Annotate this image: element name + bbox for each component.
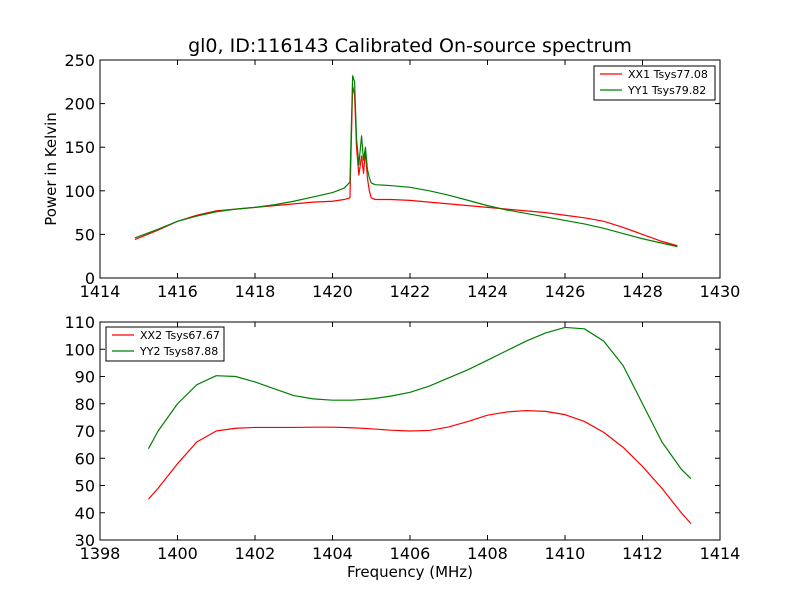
bottom-y-tick-label: 80 — [75, 395, 95, 414]
top-y-tick-label: 150 — [64, 138, 95, 157]
top-y-tick-label: 0 — [85, 269, 95, 288]
bottom-series-line-green — [147, 326, 692, 480]
bottom-y-tick-label: 30 — [75, 531, 95, 550]
bottom-y-tick-label: 110 — [64, 313, 95, 332]
bottom-plot-frame — [99, 321, 721, 541]
top-legend-label-xx1: XX1 Tsys77.08 — [628, 68, 708, 81]
bottom-x-tick-label: 1414 — [700, 544, 741, 563]
top-series-group — [134, 75, 678, 248]
top-x-tick-label: 1426 — [545, 282, 586, 301]
bottom-y-tick-label: 50 — [75, 477, 95, 496]
top-chart-title: gl0, ID:116143 Calibrated On-source spec… — [188, 35, 632, 57]
bottom-x-tick-label: 1410 — [545, 544, 586, 563]
bottom-x-tick-label: 1408 — [467, 544, 508, 563]
top-x-tick-label: 1422 — [390, 282, 431, 301]
top-y-tick-label: 50 — [75, 225, 95, 244]
bottom-x-tick-label: 1412 — [622, 544, 663, 563]
bottom-x-tick-label: 1398 — [80, 544, 121, 563]
bottom-x-tick-label: 1402 — [235, 544, 276, 563]
bottom-y-tick-label: 60 — [75, 449, 95, 468]
bottom-legend-label-xx2: XX2 Tsys67.67 — [140, 329, 220, 342]
top-plot-frame — [99, 59, 721, 279]
top-x-tick-label: 1430 — [700, 282, 741, 301]
top-x-tick-label: 1420 — [312, 282, 353, 301]
bottom-x-tick-label: 1404 — [312, 544, 353, 563]
bottom-y-tick-label: 90 — [75, 368, 95, 387]
top-x-tick-label: 1428 — [622, 282, 663, 301]
bottom-series-group — [147, 326, 692, 525]
top-x-tick-label: 1416 — [157, 282, 198, 301]
top-y-tick-label: 100 — [64, 182, 95, 201]
top-legend: XX1 Tsys77.08 YY1 Tsys79.82 — [593, 65, 716, 101]
top-legend-label-yy1: YY1 Tsys79.82 — [627, 84, 706, 97]
bottom-x-tick-label: 1406 — [390, 544, 431, 563]
top-legend-box — [593, 65, 716, 101]
top-x-tick-label: 1418 — [235, 282, 276, 301]
bottom-series-line-red — [147, 409, 692, 525]
top-y-axis-label: Power in Kelvin — [42, 112, 60, 226]
bottom-legend-box — [105, 326, 225, 362]
bottom-x-tick-label: 1400 — [157, 544, 198, 563]
top-x-tick-label: 1414 — [80, 282, 121, 301]
bottom-y-tick-label: 100 — [64, 340, 95, 359]
bottom-legend: XX2 Tsys67.67 YY2 Tsys87.88 — [105, 326, 225, 362]
bottom-y-tick-label: 70 — [75, 422, 95, 441]
bottom-y-tick-label: 40 — [75, 504, 95, 523]
top-chart-panel: 1414 1416 1418 1420 1422 1424 1426 1428 1430 0 50 1… — [42, 35, 740, 301]
top-series-line-green — [134, 75, 678, 248]
top-x-tick-label: 1424 — [467, 282, 508, 301]
top-y-tick-label: 200 — [64, 95, 95, 114]
bottom-axis-ticks: 1398 1400 1402 1404 1406 1408 1410 1412 1414 30 40… — [64, 313, 740, 563]
bottom-chart-panel: 1398 1400 1402 1404 1406 1408 1410 1412 1414 30 40… — [64, 313, 740, 581]
bottom-x-axis-label: Frequency (MHz) — [347, 563, 473, 581]
top-y-tick-label: 250 — [64, 51, 95, 70]
bottom-legend-label-yy2: YY2 Tsys87.88 — [139, 345, 218, 358]
top-axis-ticks: 1414 1416 1418 1420 1422 1424 1426 1428 1430 0 50 1… — [64, 51, 740, 301]
